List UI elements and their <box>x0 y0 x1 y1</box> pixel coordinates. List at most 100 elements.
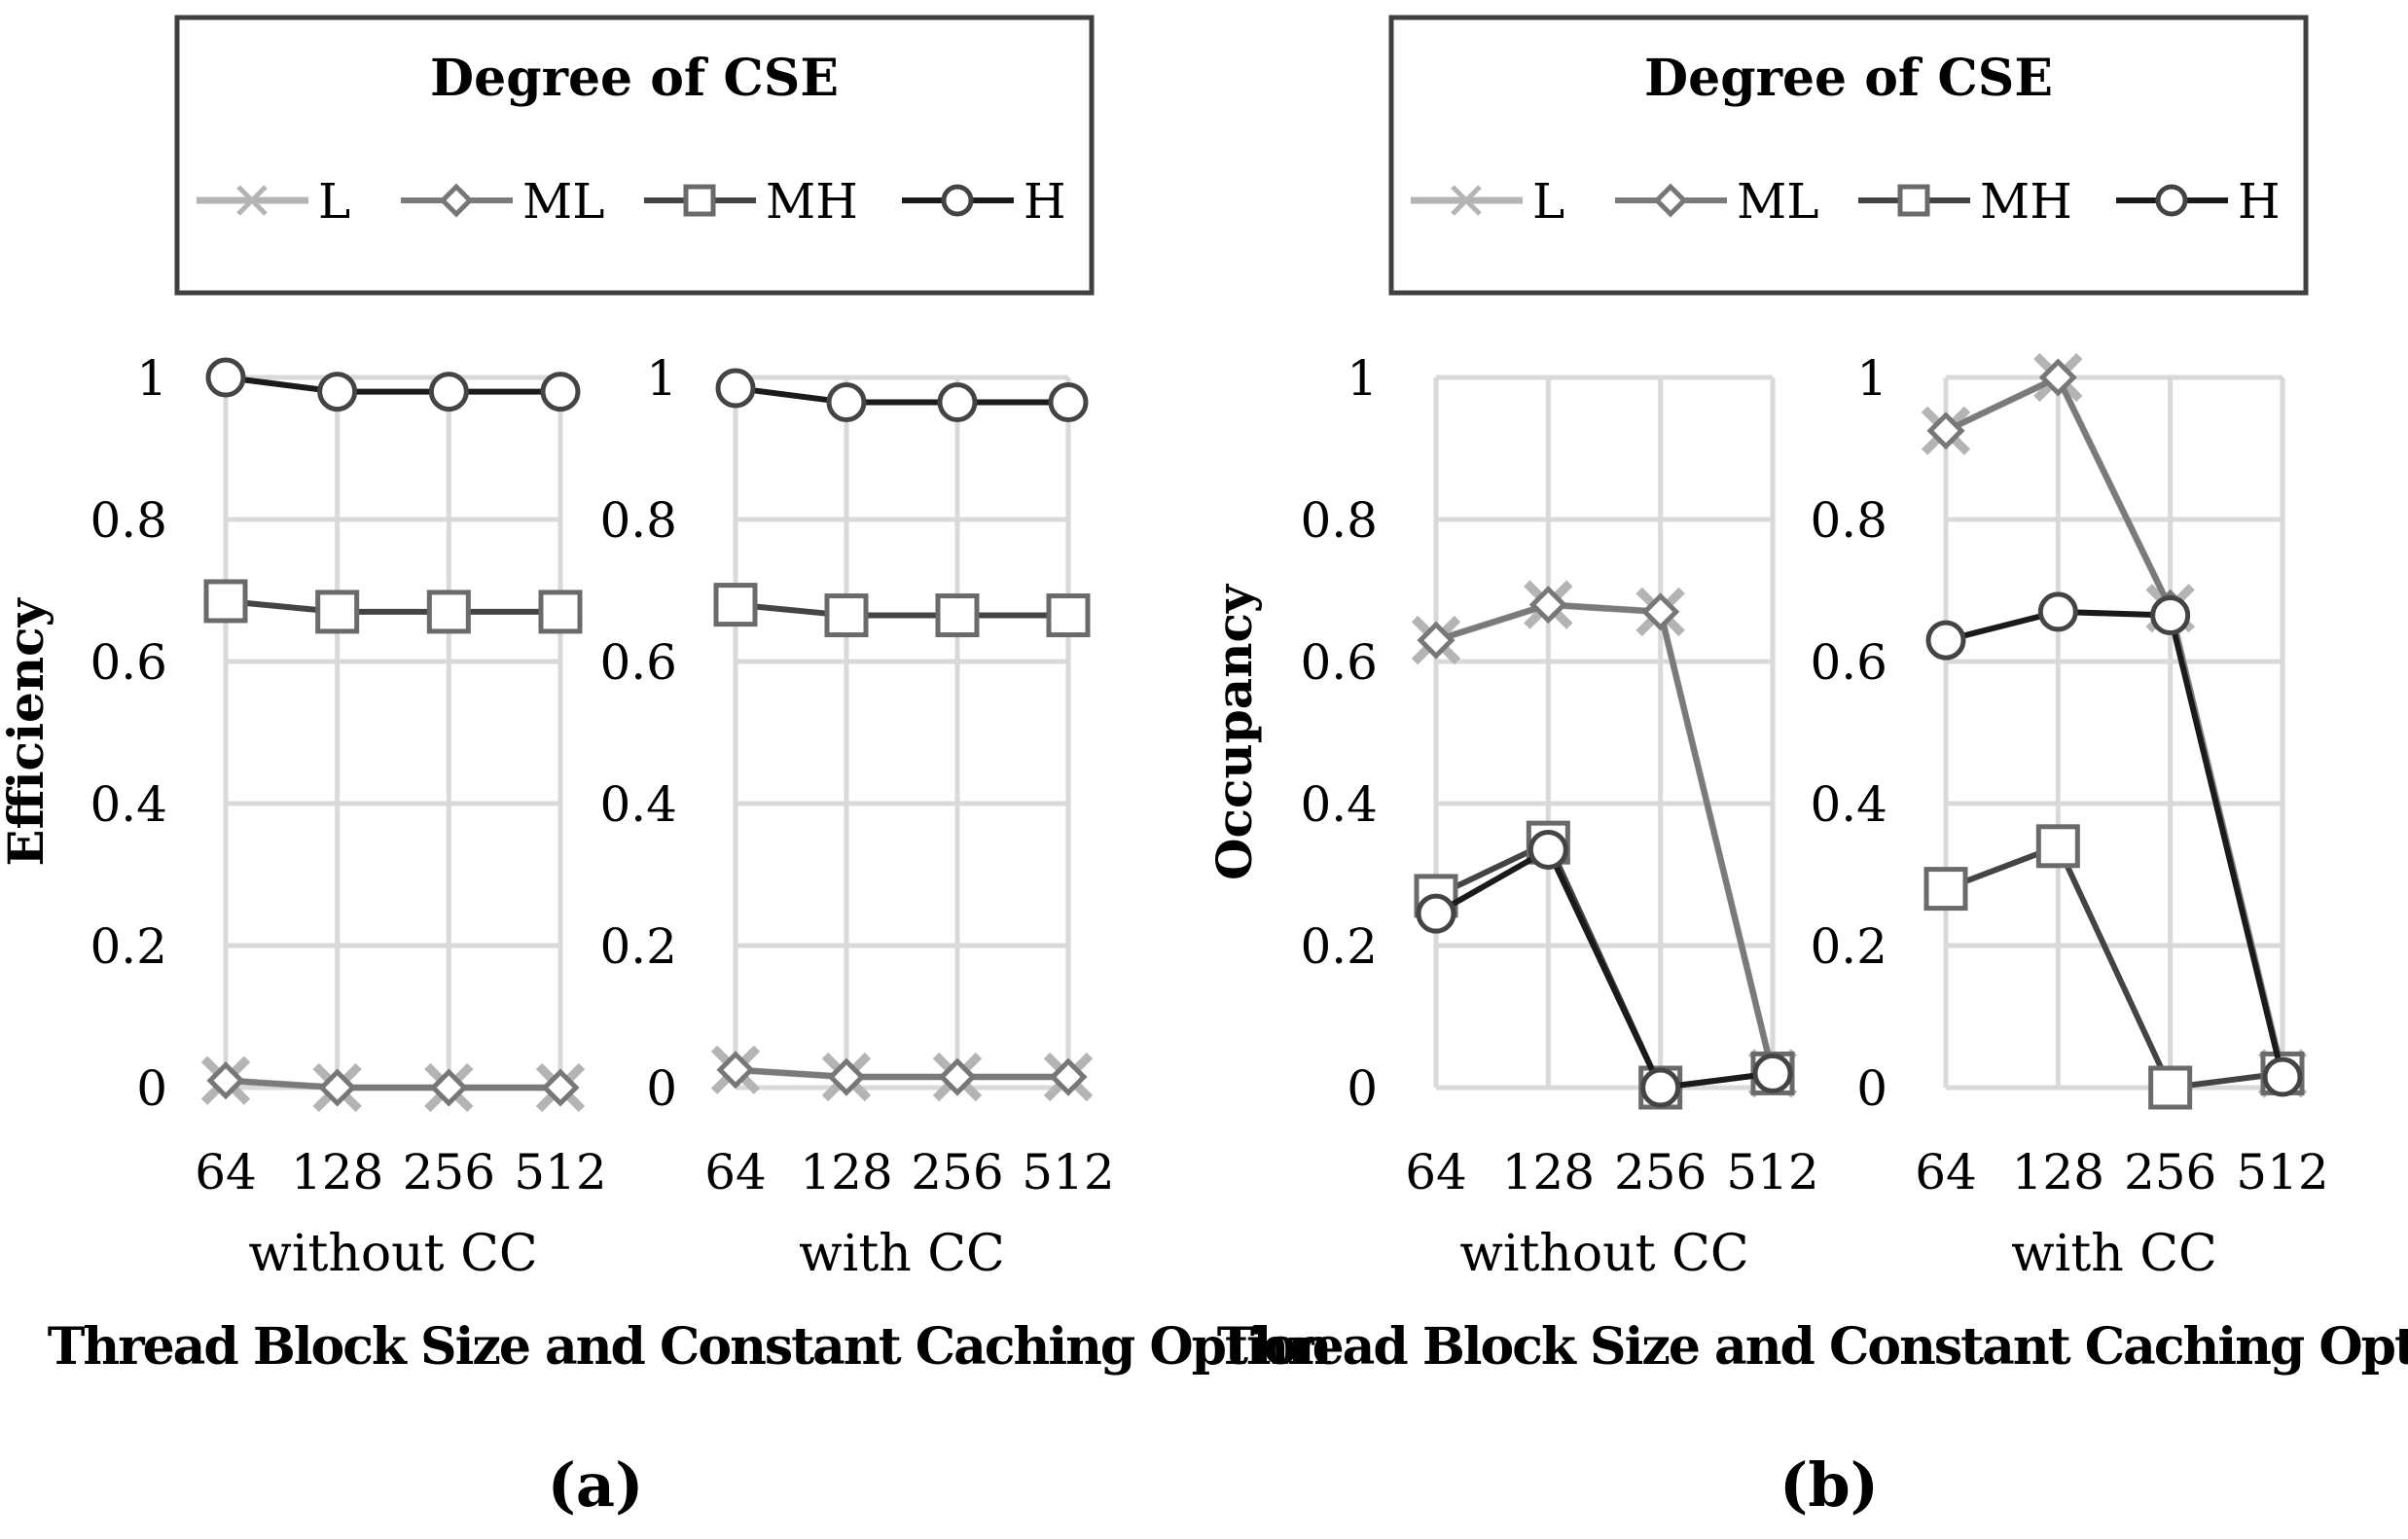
marker-H-circle <box>1640 1067 1681 1108</box>
marker-H-circle <box>428 372 469 412</box>
series-line-mh <box>225 597 560 615</box>
series-h <box>1925 591 2303 1097</box>
y-tick-labels: 0 0.2 0.4 0.6 0.8 1 <box>1300 350 1378 1117</box>
marker-H-circle <box>2262 1056 2303 1097</box>
legend-label-ml: ML <box>1737 173 1818 230</box>
series-line-ml <box>225 1077 560 1091</box>
legend-title: Degree of CSE <box>1644 49 2053 108</box>
y-axis-title: Efficiency <box>0 596 54 866</box>
series-line-mh <box>1944 842 2283 1091</box>
legend-label-l: L <box>1532 173 1564 230</box>
series-ml <box>1417 586 1792 1092</box>
marker-H-circle <box>2150 595 2191 636</box>
x-tick-label: 128 <box>800 1144 892 1200</box>
series-h <box>1416 829 1793 1108</box>
series-line-h <box>735 384 1068 406</box>
y-tick-label: 1 <box>646 350 677 407</box>
y-tick-label: 0 <box>1856 1060 1887 1117</box>
legend-entry-l: L <box>1411 173 1564 230</box>
group-label: with CC <box>799 1225 1005 1283</box>
marker-ML-diamond <box>206 1061 245 1100</box>
marker-H-circle <box>937 382 978 423</box>
marker-ML-diamond <box>827 1057 866 1096</box>
y-tick-label: 1 <box>136 350 167 407</box>
legend-entry-mh: MH <box>1858 173 2072 230</box>
y-tick-label: 1 <box>1347 350 1378 407</box>
y-tick-label: 0.6 <box>1810 634 1887 691</box>
gridlines <box>733 375 1071 1091</box>
x-tick-label: 64 <box>1405 1144 1467 1200</box>
marker-MH-square <box>2035 824 2080 869</box>
marker-MH-square <box>1897 184 1930 217</box>
marker-H-circle <box>205 357 246 398</box>
marker-ML-diamond <box>318 1068 357 1107</box>
series-h <box>715 368 1089 423</box>
plot-group-without-cc: 0 0.2 0.4 0.6 0.8 1 64 128 256 512 without CC <box>90 350 606 1283</box>
y-tick-label: 0.4 <box>1300 776 1378 833</box>
y-tick-label: 0.8 <box>1300 492 1378 549</box>
y-tick-labels: 0 0.2 0.4 0.6 0.8 1 <box>90 350 167 1117</box>
gridlines <box>1943 375 2285 1091</box>
marker-ML-diamond <box>716 1051 755 1090</box>
y-tick-label: 0.4 <box>90 776 167 833</box>
marker-L-x <box>236 185 268 216</box>
marker-MH-square <box>935 593 980 638</box>
gridlines <box>1433 375 1776 1091</box>
marker-MH-square <box>203 579 248 624</box>
marker-H-circle <box>1416 893 1456 934</box>
y-tick-label: 0 <box>1347 1060 1378 1117</box>
x-axis-title: Thread Block Size and Constant Caching O… <box>1217 1317 2408 1377</box>
series-mh <box>203 579 583 634</box>
y-tick-label: 0.2 <box>1300 918 1378 975</box>
x-tick-label: 128 <box>291 1144 383 1200</box>
legend-entry-ml: ML <box>1615 173 1818 230</box>
y-tick-label: 0.4 <box>1810 776 1887 833</box>
y-tick-label: 0.2 <box>1810 918 1887 975</box>
marker-H-circle <box>317 372 358 412</box>
series-line-h <box>1945 608 2285 1078</box>
legend-label-ml: ML <box>522 173 604 230</box>
legend-entry-ml: ML <box>401 173 604 230</box>
group-label: without CC <box>248 1225 537 1283</box>
group-label: with CC <box>2011 1225 2217 1283</box>
marker-ML-diamond <box>938 1057 977 1096</box>
legend-box <box>1388 15 2309 296</box>
marker-MH-square <box>426 590 471 634</box>
series-ml <box>206 1061 580 1107</box>
legend: Degree of CSE L ML MH H <box>174 15 1095 296</box>
y-tick-label: 0.8 <box>1810 492 1887 549</box>
marker-H-circle <box>2155 184 2188 217</box>
marker-H-circle <box>1048 382 1089 423</box>
marker-ML-diamond <box>2038 358 2077 397</box>
x-tick-label: 512 <box>2236 1144 2328 1200</box>
marker-ML-diamond <box>1926 412 1965 450</box>
x-tick-label: 512 <box>1726 1144 1818 1200</box>
y-tick-label: 0.4 <box>599 776 677 833</box>
marker-MH-square <box>824 593 869 638</box>
series-line-l <box>1434 601 1777 1075</box>
marker-H-circle <box>1527 829 1568 870</box>
marker-ML-diamond <box>1653 183 1688 218</box>
chart-panel-b: Degree of CSE L ML MH H Occupancy 0 0.2 0.4 0.6 0.… <box>1205 15 2408 1521</box>
legend-entry-l: L <box>197 173 350 230</box>
series-l <box>1921 352 2308 1098</box>
series-ml <box>1926 358 2302 1092</box>
gridlines <box>223 375 563 1091</box>
marker-MH-square <box>1046 593 1091 638</box>
legend-box <box>174 15 1095 296</box>
marker-H-circle <box>941 184 974 217</box>
legend-title: Degree of CSE <box>430 49 839 108</box>
x-tick-label: 64 <box>704 1144 767 1200</box>
marker-MH-square <box>538 590 583 634</box>
y-tick-labels: 0 0.2 0.4 0.6 0.8 1 <box>1810 350 1887 1117</box>
legend-entry-h: H <box>902 173 1066 230</box>
x-axis-title: Thread Block Size and Constant Caching O… <box>48 1317 1332 1377</box>
marker-ML-diamond <box>429 1068 468 1107</box>
legend-label-h: H <box>1024 173 1066 230</box>
x-tick-labels: 64 128 256 512 <box>195 1144 607 1200</box>
plot-group-with-cc: 0 0.2 0.4 0.6 0.8 1 64 128 256 512 with CC <box>1810 350 2328 1283</box>
series-line-ml <box>735 1066 1068 1081</box>
legend-label-mh: MH <box>1980 173 2072 230</box>
